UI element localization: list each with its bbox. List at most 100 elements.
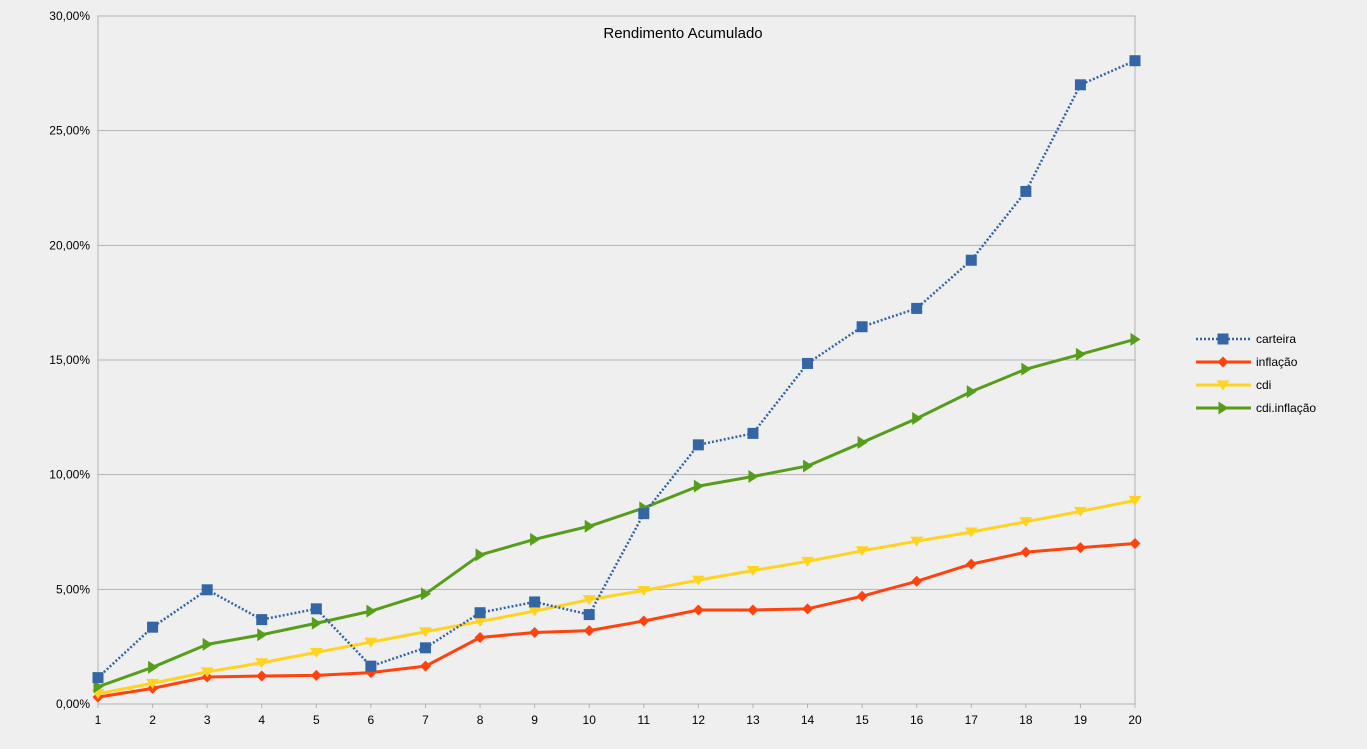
x-tick-label: 9: [531, 713, 538, 727]
data-point: [92, 672, 104, 684]
x-tick-label: 3: [204, 713, 211, 727]
data-point: [638, 508, 650, 520]
data-point: [965, 558, 977, 570]
data-point: [584, 519, 595, 533]
series-line: [97, 541, 1136, 699]
x-tick-label: 4: [258, 713, 265, 727]
y-tick-label: 30,00%: [49, 9, 90, 23]
series-inflação: [92, 537, 1141, 703]
x-tick-label: 6: [368, 713, 375, 727]
series-group: [91, 55, 1142, 703]
data-point: [93, 680, 104, 694]
data-point: [528, 606, 542, 617]
data-point: [147, 621, 159, 633]
x-tick-label: 7: [422, 713, 429, 727]
data-point: [1130, 332, 1141, 346]
data-point: [256, 670, 268, 682]
data-point: [420, 587, 431, 601]
data-point: [966, 385, 977, 399]
chart-title: Rendimento Acumulado: [603, 25, 762, 42]
data-point: [473, 616, 487, 627]
data-point: [146, 678, 160, 689]
data-point: [1021, 362, 1032, 376]
data-point: [529, 596, 541, 608]
data-point: [857, 436, 868, 450]
data-point: [856, 321, 868, 333]
data-point: [802, 603, 814, 615]
data-point: [311, 616, 322, 630]
data-point: [310, 603, 322, 615]
data-point: [419, 642, 431, 654]
data-point: [855, 546, 869, 557]
data-point: [148, 660, 159, 674]
data-point: [1129, 537, 1141, 549]
data-point: [255, 658, 269, 669]
data-point: [1128, 495, 1142, 506]
data-point: [1020, 185, 1032, 197]
data-point: [692, 604, 704, 616]
data-point: [200, 667, 214, 678]
x-tick-label: 14: [801, 713, 815, 727]
data-point: [365, 660, 377, 672]
x-tick-label: 19: [1074, 713, 1088, 727]
legend-label: cdi: [1256, 378, 1271, 392]
data-point: [637, 585, 651, 596]
data-point: [747, 427, 759, 439]
legend-entry: carteira: [1196, 332, 1296, 346]
legend-marker: [1216, 380, 1230, 391]
data-point: [530, 532, 541, 546]
data-point: [583, 625, 595, 637]
series-line: [97, 59, 1136, 679]
x-tick-label: 8: [477, 713, 484, 727]
data-point: [801, 556, 815, 567]
data-point: [964, 527, 978, 538]
legend: carteira inflação cdi cdi.inflação: [1196, 332, 1316, 415]
data-point: [364, 637, 378, 648]
data-point: [474, 607, 486, 619]
data-point: [256, 614, 268, 626]
legend-entry: cdi: [1196, 378, 1271, 392]
y-tick-label: 0,00%: [56, 697, 90, 711]
x-tick-label: 15: [855, 713, 869, 727]
data-point: [911, 302, 923, 314]
data-point: [748, 470, 759, 484]
legend-marker: [1217, 356, 1229, 368]
legend-label: cdi.inflação: [1256, 401, 1316, 415]
y-tick-label: 25,00%: [49, 124, 90, 138]
data-point: [309, 647, 323, 658]
data-point: [419, 660, 431, 672]
x-tick-label: 17: [965, 713, 979, 727]
data-point: [366, 604, 377, 618]
legend-label: carteira: [1256, 332, 1296, 346]
data-point: [910, 536, 924, 547]
data-point: [692, 439, 704, 451]
data-point: [474, 631, 486, 643]
data-point: [418, 627, 432, 638]
data-point: [965, 254, 977, 266]
series-line: [97, 337, 1136, 689]
series-cdi.inflação: [93, 332, 1141, 694]
x-tick-label: 13: [746, 713, 760, 727]
data-point: [310, 669, 322, 681]
data-point: [1020, 546, 1032, 558]
axes: 0,00% 5,00% 10,00% 15,00% 20,00% 25,00% 30,00%…: [49, 9, 1142, 727]
data-point: [1073, 506, 1087, 517]
data-point: [1074, 79, 1086, 91]
data-point: [803, 459, 814, 473]
series-carteira: [92, 55, 1141, 684]
x-tick-label: 18: [1019, 713, 1033, 727]
data-point: [856, 590, 868, 602]
x-tick-label: 10: [583, 713, 597, 727]
x-tick-label: 1: [95, 713, 102, 727]
data-point: [582, 595, 596, 606]
y-tick-label: 10,00%: [49, 468, 90, 482]
data-point: [912, 411, 923, 425]
gridlines: [98, 15, 1135, 590]
data-point: [638, 615, 650, 627]
data-point: [529, 626, 541, 638]
x-tick-label: 16: [910, 713, 924, 727]
data-point: [746, 566, 760, 577]
data-point: [583, 609, 595, 621]
